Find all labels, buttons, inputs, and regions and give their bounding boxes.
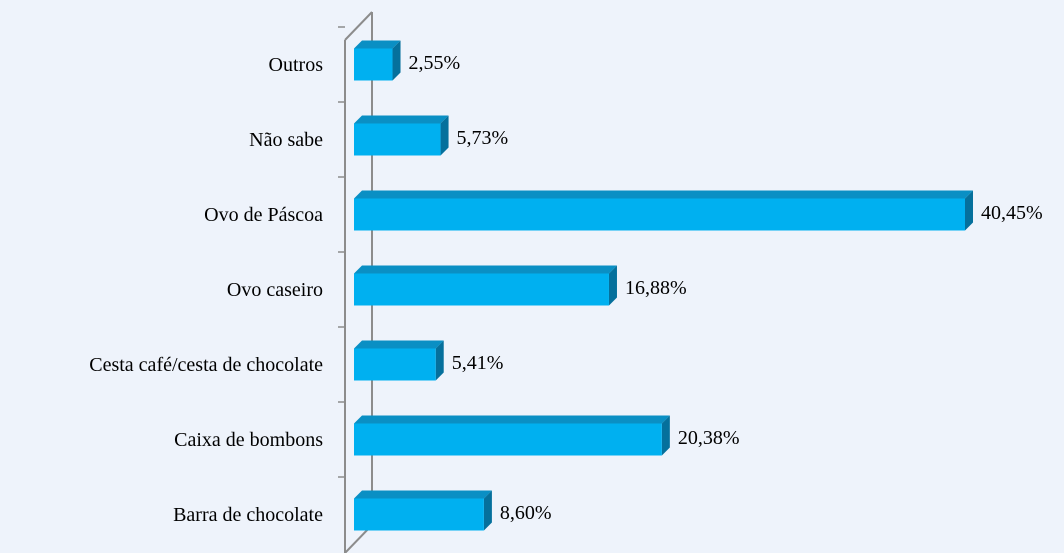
y-tick-label: Caixa de bombons — [174, 429, 323, 451]
y-tick-label: Cesta café/cesta de chocolate — [89, 354, 323, 376]
bar-top — [354, 115, 449, 124]
y-tick-label: Barra de chocolate — [173, 504, 323, 526]
y-tick-label: Ovo caseiro — [227, 279, 323, 301]
bar-top — [354, 490, 492, 499]
bar — [354, 498, 484, 531]
bar-side — [608, 265, 617, 306]
bar-side — [435, 340, 444, 381]
y-tick-label: Outros — [269, 54, 324, 76]
bar-side — [661, 415, 670, 456]
value-label: 20,38% — [678, 427, 740, 449]
bar — [354, 348, 436, 381]
bar-top — [354, 190, 973, 199]
value-label: 5,73% — [457, 127, 509, 149]
bar-side — [965, 190, 973, 231]
bar — [354, 423, 662, 456]
value-label: 16,88% — [625, 277, 687, 299]
bar — [354, 273, 609, 306]
value-label: 8,60% — [500, 502, 552, 524]
bar — [354, 123, 441, 156]
bar-top — [354, 415, 670, 424]
bar-top — [354, 40, 401, 49]
bar-top — [354, 340, 444, 349]
y-tick-label: Não sabe — [249, 129, 323, 151]
bar-side — [392, 40, 401, 81]
value-label: 5,41% — [452, 352, 504, 374]
value-label: 2,55% — [409, 52, 461, 74]
bar-side — [483, 490, 492, 531]
value-label: 40,45% — [981, 202, 1043, 224]
bar — [354, 48, 393, 81]
bar-top — [354, 265, 617, 274]
bar-side — [440, 115, 449, 156]
y-tick-label: Ovo de Páscoa — [204, 204, 323, 226]
bar — [354, 198, 965, 231]
